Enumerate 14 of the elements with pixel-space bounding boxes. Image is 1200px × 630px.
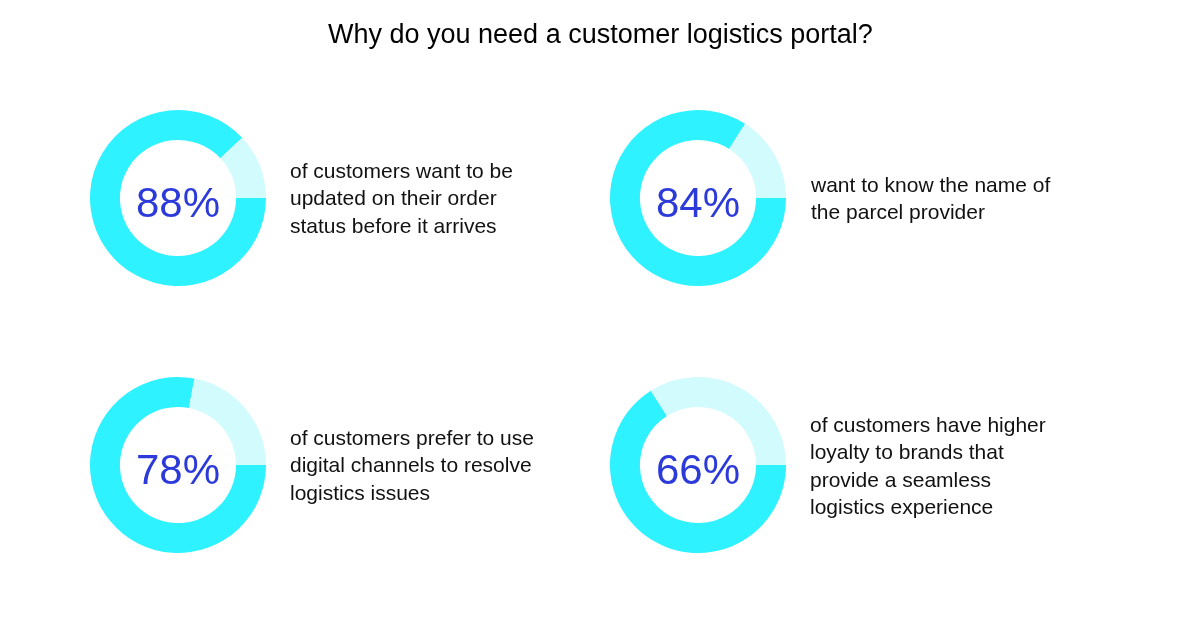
text: Why do you need a customer logistics portal? bbox=[328, 19, 873, 49]
text: want to know the name of the parcel provider bbox=[810, 173, 1051, 224]
donut-slice bbox=[610, 390, 786, 553]
data-label: 84% bbox=[655, 178, 741, 226]
donut-slice bbox=[220, 137, 266, 198]
text: of customers want to be updated on their order status before it arrives bbox=[290, 159, 513, 237]
donut-slice bbox=[610, 110, 786, 286]
text: of customers prefer to use digital channels to resolve logistics issues bbox=[290, 426, 534, 504]
data-label: 78% bbox=[135, 445, 221, 493]
donut-slice bbox=[90, 110, 266, 286]
data-label: 88% bbox=[135, 178, 221, 226]
text: of customers have higher loyalty to brands that provide a seamless logistics experience bbox=[810, 413, 1046, 518]
data-label: 66% bbox=[655, 445, 741, 493]
donut-slice bbox=[90, 377, 266, 553]
